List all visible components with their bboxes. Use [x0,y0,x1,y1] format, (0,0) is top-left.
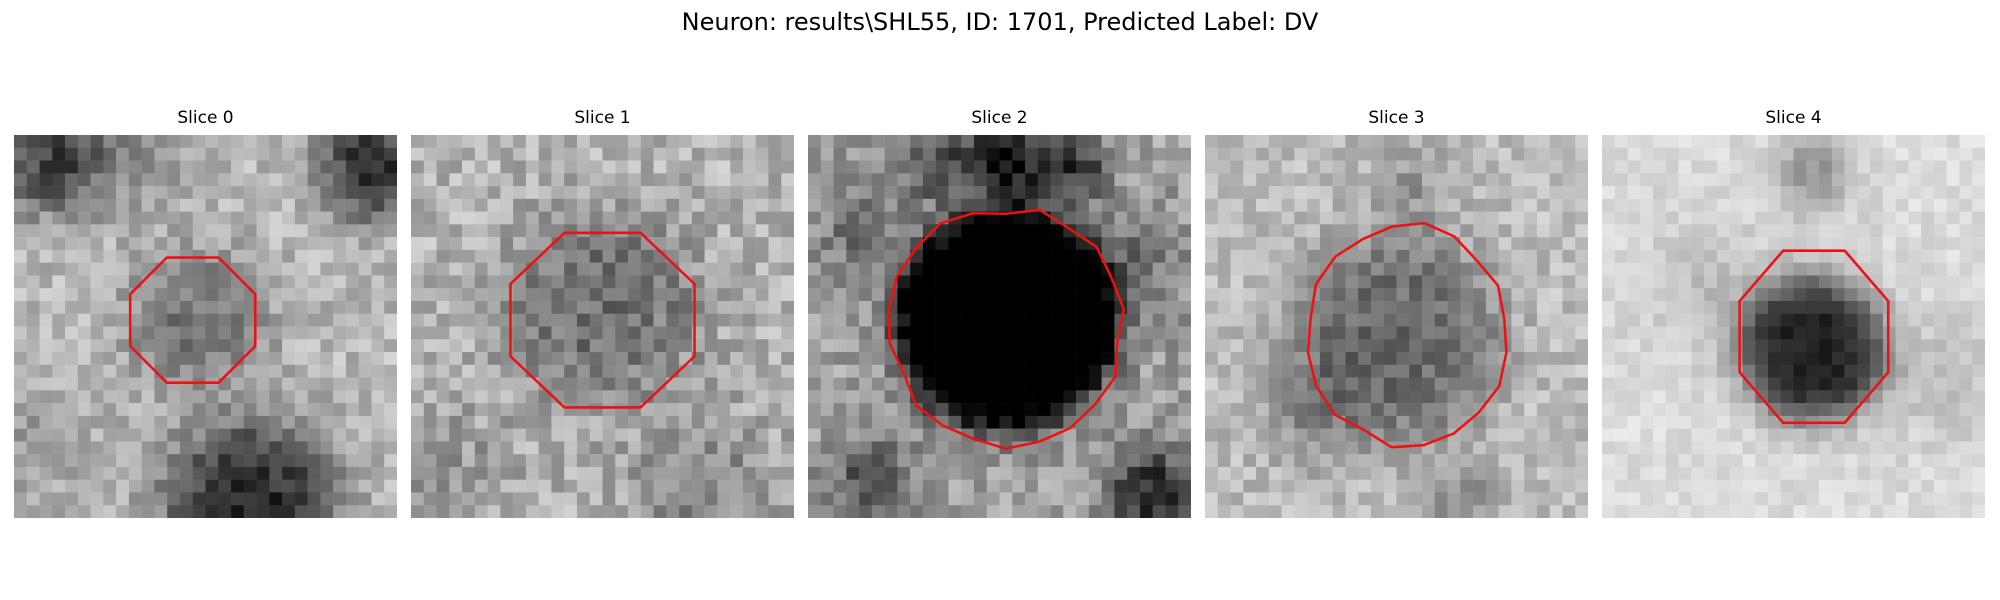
neuron-contour [128,256,257,384]
slice-title: Slice 1 [574,108,631,128]
neuron-contour [509,231,696,409]
slice-image [14,135,397,518]
slice-image [1205,135,1588,518]
neuron-contour [1306,221,1508,449]
slice-title: Slice 0 [177,108,234,128]
slice-title: Slice 3 [1368,108,1425,128]
slice-title: Slice 2 [971,108,1028,128]
slice-image [808,135,1191,518]
slice-title: Slice 4 [1765,108,1822,128]
figure-title: Neuron: results\SHL55, ID: 1701, Predict… [681,8,1319,36]
slice-image [1602,135,1985,518]
neuron-contour [887,208,1126,450]
neuron-contour [1738,249,1890,425]
slice-image [411,135,794,518]
